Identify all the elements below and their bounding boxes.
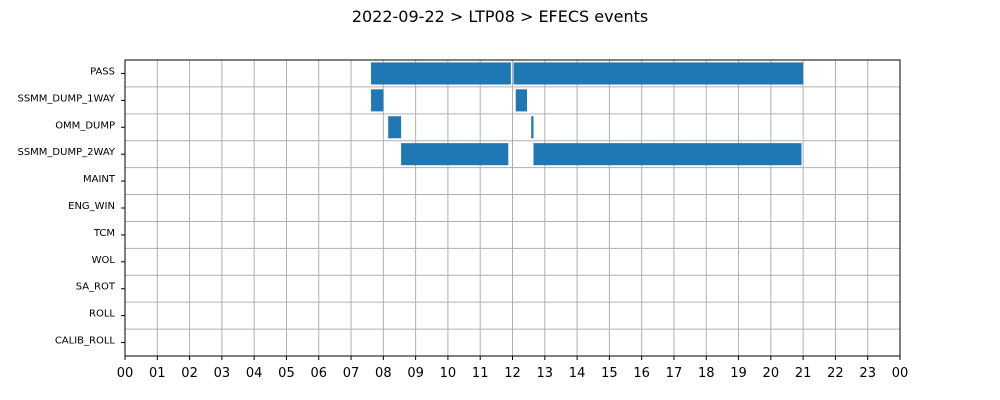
y-tick-label: OMM_DUMP bbox=[55, 120, 115, 131]
event-bars bbox=[371, 62, 804, 166]
x-tick-label: 12 bbox=[504, 366, 521, 381]
x-tick-label: 00 bbox=[892, 366, 909, 381]
event-bar bbox=[371, 89, 384, 112]
event-bar bbox=[388, 116, 402, 139]
x-tick-label: 20 bbox=[763, 366, 780, 381]
chart-title: 2022-09-22 > LTP08 > EFECS events bbox=[352, 7, 648, 26]
x-tick-label: 04 bbox=[246, 366, 263, 381]
event-bar bbox=[513, 62, 804, 85]
x-tick-label: 06 bbox=[310, 366, 327, 381]
x-tick-label: 02 bbox=[181, 366, 198, 381]
x-tick-label: 19 bbox=[730, 366, 747, 381]
y-axis: PASS SSMM_DUMP_1WAY OMM_DUMP SSMM_DUMP_2WAY… bbox=[17, 66, 125, 347]
event-bar bbox=[401, 143, 509, 166]
x-tick-label: 10 bbox=[440, 366, 457, 381]
x-tick-label: 08 bbox=[375, 366, 392, 381]
x-tick-label: 16 bbox=[633, 366, 650, 381]
y-tick-label: SSMM_DUMP_1WAY bbox=[17, 93, 115, 104]
x-tick-label: 09 bbox=[407, 366, 424, 381]
y-tick-label: PASS bbox=[90, 66, 115, 77]
y-tick-label: TCM bbox=[93, 228, 115, 239]
x-tick-label: 23 bbox=[859, 366, 876, 381]
x-tick-label: 01 bbox=[149, 366, 166, 381]
x-tick-label: 07 bbox=[343, 366, 360, 381]
x-tick-label: 15 bbox=[601, 366, 618, 381]
y-tick-label: SSMM_DUMP_2WAY bbox=[17, 147, 115, 158]
x-tick-label: 17 bbox=[666, 366, 683, 381]
y-tick-label: ENG_WIN bbox=[68, 201, 115, 212]
y-tick-label: WOL bbox=[92, 255, 116, 266]
x-tick-label: 14 bbox=[569, 366, 586, 381]
event-bar bbox=[371, 62, 511, 85]
x-tick-label: 18 bbox=[698, 366, 715, 381]
x-tick-label: 11 bbox=[472, 366, 489, 381]
y-tick-label: MAINT bbox=[83, 174, 116, 185]
x-tick-label: 00 bbox=[117, 366, 134, 381]
event-bar bbox=[515, 89, 528, 112]
x-tick-label: 22 bbox=[827, 366, 844, 381]
y-tick-label: SA_ROT bbox=[76, 282, 116, 293]
x-tick-label: 05 bbox=[278, 366, 295, 381]
x-tick-label: 03 bbox=[214, 366, 231, 381]
y-tick-label: ROLL bbox=[89, 309, 115, 320]
x-tick-label: 21 bbox=[795, 366, 812, 381]
x-axis: 00 01 02 03 04 05 06 07 08 09 10 11 12 13 14 15 16 17 18 19… bbox=[117, 356, 909, 381]
event-bar bbox=[531, 116, 534, 139]
event-bar bbox=[533, 143, 802, 166]
grid-lines bbox=[124, 60, 901, 356]
x-tick-label: 13 bbox=[537, 366, 554, 381]
y-tick-label: CALIB_ROLL bbox=[55, 336, 116, 347]
